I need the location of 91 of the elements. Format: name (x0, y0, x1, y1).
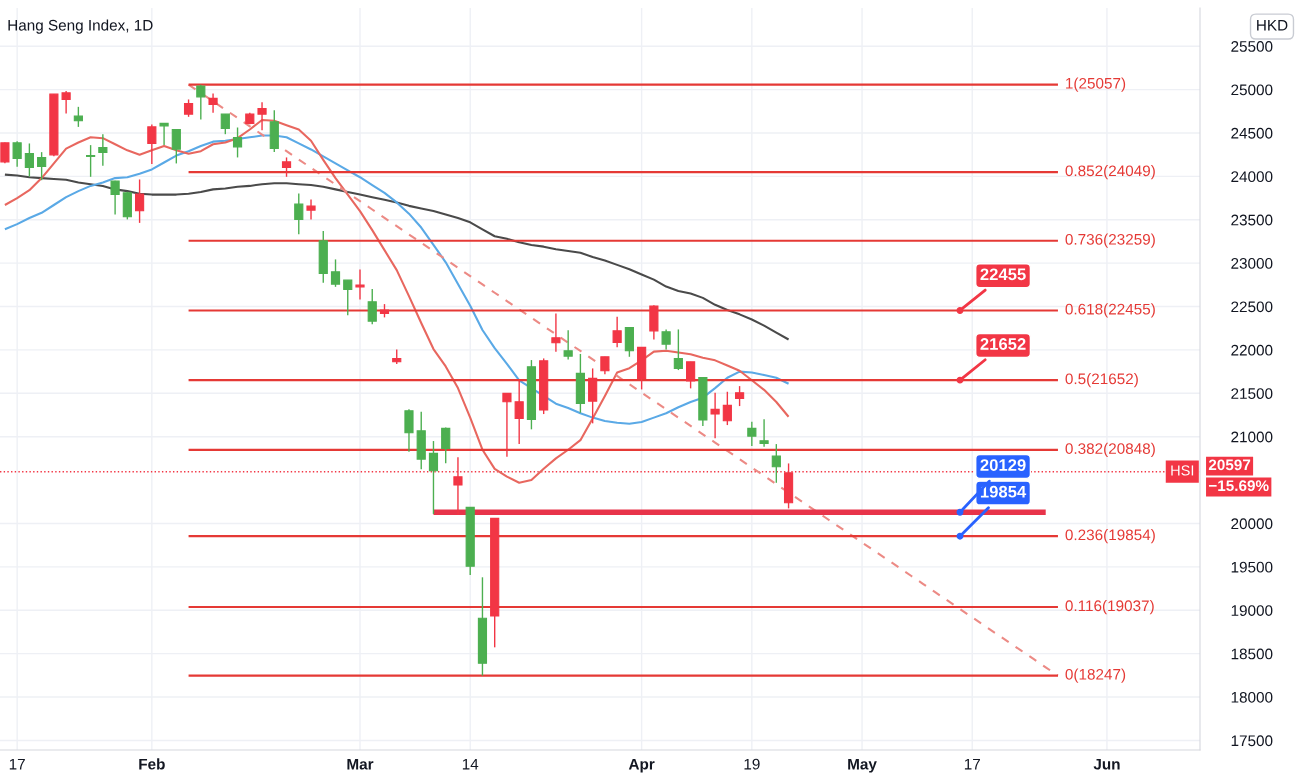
candlestick (661, 328, 671, 351)
candlestick (86, 144, 96, 178)
candlestick (12, 140, 22, 168)
candlestick (428, 440, 439, 515)
line-series (3, 173, 790, 341)
candlestick (294, 192, 304, 235)
data-label: 0.736(23259) (1065, 233, 1155, 248)
y-tick-label: 18500 (1231, 648, 1273, 660)
candlestick (367, 288, 377, 325)
candlestick (281, 156, 292, 178)
text: Hang Seng Index, 1D (8, 19, 153, 34)
data-label: 0.852(24049) (1065, 164, 1155, 180)
candlestick (134, 178, 145, 224)
candlestick (514, 379, 524, 445)
y-tick-label: 18000 (1231, 691, 1273, 703)
data-label: 0.116(19037) (1065, 599, 1154, 615)
candlestick (734, 385, 745, 407)
data-label: 0.236(19854) (1065, 529, 1155, 544)
y-tick-label: 17500 (1231, 735, 1273, 747)
candlestick (343, 279, 353, 316)
x-tick-label: May (848, 758, 877, 773)
candlestick (747, 421, 757, 447)
candlestick (355, 268, 365, 301)
y-tick-label: 25000 (1231, 84, 1273, 96)
candlestick (771, 443, 781, 484)
x-tick-label: Jun (1093, 758, 1120, 770)
candlestick (232, 126, 243, 159)
y-tick-label: 21500 (1231, 388, 1273, 400)
candlestick (588, 367, 598, 425)
candlestick (73, 106, 83, 128)
y-tick-label: 25500 (1231, 41, 1273, 52)
y-tick-label: 24000 (1231, 171, 1273, 183)
y-tick-label: 22000 (1231, 344, 1273, 356)
candlestick (220, 113, 230, 135)
candlestick (306, 198, 316, 221)
data-label: 0.5(21652) (1065, 373, 1138, 388)
candlestick (759, 418, 769, 448)
x-tick-label: 14 (462, 758, 479, 770)
candlestick (24, 142, 34, 178)
candlestick (722, 391, 732, 426)
candlestick (98, 133, 108, 167)
y-axis-title: HKD (1257, 19, 1288, 31)
data-label: 19854 (980, 485, 1027, 498)
x-tick-label: 19 (744, 758, 760, 770)
text: 20597 (1208, 459, 1251, 471)
line-series (3, 134, 790, 425)
candlestick (208, 92, 218, 114)
x-tick-label: Feb (139, 758, 165, 770)
candlestick (686, 361, 696, 390)
y-tick-label: 23000 (1231, 258, 1273, 269)
candlestick (612, 316, 622, 349)
y-tick-label: 23500 (1231, 214, 1273, 226)
candlestick (551, 312, 561, 353)
line-series (3, 118, 790, 484)
y-tick-label: 19500 (1231, 561, 1273, 573)
x-tick-label: Mar (347, 758, 374, 770)
candlestick (159, 122, 169, 146)
data-label: 1(25057) (1066, 77, 1126, 92)
candlestick (147, 123, 157, 165)
candlestick (122, 191, 132, 221)
candlestick (563, 329, 573, 361)
data-label: 0.382(20848) (1065, 442, 1155, 458)
candlestick (257, 101, 267, 131)
data-label: 21652 (980, 338, 1026, 350)
candlestick (441, 426, 451, 465)
data-label: 22455 (980, 268, 1026, 281)
data-label: 20129 (980, 459, 1026, 471)
candlestick (171, 128, 181, 165)
y-tick-label: 24500 (1231, 127, 1273, 139)
candlestick (61, 90, 71, 115)
x-tick-label: Apr (628, 758, 655, 773)
data-label: 0.618(22455) (1065, 303, 1155, 318)
y-tick-label: 20000 (1231, 518, 1273, 530)
y-tick-label: 21000 (1231, 431, 1273, 443)
y-tick-label: 19000 (1231, 605, 1273, 616)
data-label: 0(18247) (1065, 668, 1126, 683)
candlestick (404, 408, 414, 453)
line-series (187, 83, 1059, 677)
ref-line-label: HSI (1171, 465, 1194, 476)
candlestick (330, 258, 341, 288)
candlestick (37, 151, 47, 181)
y-tick-label: 22500 (1231, 301, 1273, 313)
candlestick (196, 83, 206, 121)
candlestick (673, 328, 683, 371)
x-tick-label: 17 (9, 758, 25, 770)
text: −15.69% (1208, 480, 1269, 492)
x-tick-label: 17 (964, 758, 980, 770)
candlestick (624, 326, 634, 358)
candlestick (110, 180, 120, 216)
candlestick (502, 392, 512, 458)
candlestick (710, 392, 720, 440)
